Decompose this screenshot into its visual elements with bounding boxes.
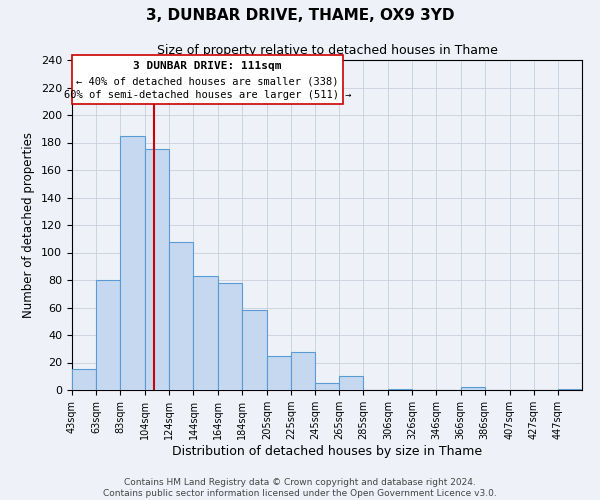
- Bar: [315, 383, 339, 390]
- FancyBboxPatch shape: [72, 54, 343, 104]
- Bar: [193, 276, 218, 390]
- Y-axis label: Number of detached properties: Number of detached properties: [22, 132, 35, 318]
- Text: 3 DUNBAR DRIVE: 111sqm: 3 DUNBAR DRIVE: 111sqm: [133, 62, 281, 72]
- X-axis label: Distribution of detached houses by size in Thame: Distribution of detached houses by size …: [172, 445, 482, 458]
- Bar: [558, 388, 582, 390]
- Bar: [242, 310, 267, 390]
- Bar: [267, 356, 291, 390]
- Text: ← 40% of detached houses are smaller (338): ← 40% of detached houses are smaller (33…: [76, 76, 338, 86]
- Bar: [72, 370, 96, 390]
- Bar: [96, 280, 120, 390]
- Bar: [291, 352, 315, 390]
- Title: Size of property relative to detached houses in Thame: Size of property relative to detached ho…: [157, 44, 497, 58]
- Bar: [218, 283, 242, 390]
- Text: Contains HM Land Registry data © Crown copyright and database right 2024.
Contai: Contains HM Land Registry data © Crown c…: [103, 478, 497, 498]
- Bar: [461, 387, 485, 390]
- Bar: [120, 136, 145, 390]
- Bar: [339, 376, 363, 390]
- Bar: [388, 388, 412, 390]
- Text: 3, DUNBAR DRIVE, THAME, OX9 3YD: 3, DUNBAR DRIVE, THAME, OX9 3YD: [146, 8, 454, 22]
- Bar: [145, 150, 169, 390]
- Text: 60% of semi-detached houses are larger (511) →: 60% of semi-detached houses are larger (…: [64, 90, 351, 100]
- Bar: [169, 242, 193, 390]
